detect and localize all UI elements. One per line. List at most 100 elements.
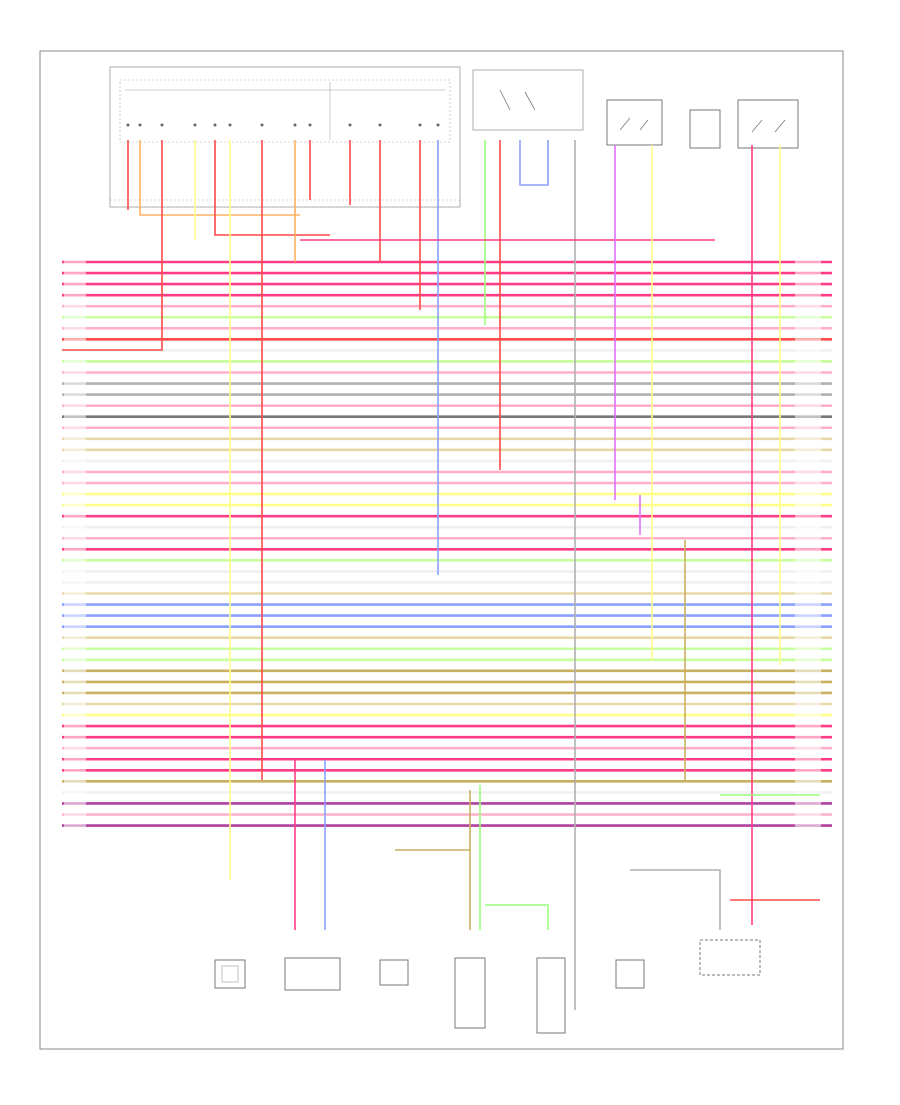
- bus-tag-left-47: [64, 767, 86, 773]
- bus-tag-left-29: [64, 568, 86, 574]
- bus-tag-right-15: [795, 414, 821, 420]
- bus-tag-left-27: [64, 546, 86, 552]
- bus-tag-right-2: [795, 270, 821, 276]
- bus-tag-right-1: [795, 259, 821, 265]
- bus-tag-right-26: [795, 535, 821, 541]
- bus-tag-right-49: [795, 789, 821, 795]
- bus-tag-left-23: [64, 502, 86, 508]
- bus-tag-left-7: [64, 325, 86, 331]
- routed-wire-16: [519, 140, 549, 186]
- pin-marker-8: [293, 123, 297, 127]
- bus-tag-left-38: [64, 668, 86, 674]
- bus-tag-left-48: [64, 778, 86, 784]
- bus-tag-left-12: [64, 381, 86, 387]
- pin-marker-9: [308, 123, 312, 127]
- bus-tag-left-19: [64, 458, 86, 464]
- control-module-top-left: [109, 66, 461, 208]
- bus-tag-left-50: [64, 800, 86, 806]
- bus-tag-left-13: [64, 392, 86, 398]
- bus-tag-right-28: [795, 557, 821, 563]
- bus-tag-right-6: [795, 314, 821, 320]
- bus-tag-right-36: [795, 646, 821, 652]
- bus-tag-left-17: [64, 436, 86, 442]
- bus-tag-right-32: [795, 602, 821, 608]
- bus-tag-right-48: [795, 778, 821, 784]
- pin-marker-11: [378, 123, 382, 127]
- bus-tag-right-52: [795, 823, 821, 829]
- bus-tag-right-9: [795, 347, 821, 353]
- pin-marker-1: [126, 123, 130, 127]
- bus-tag-left-49: [64, 789, 86, 795]
- bus-tag-right-17: [795, 436, 821, 442]
- bus-tag-right-46: [795, 756, 821, 762]
- bus-tag-right-47: [795, 767, 821, 773]
- pin-marker-12: [418, 123, 422, 127]
- bus-tag-right-31: [795, 591, 821, 596]
- bus-tag-left-21: [64, 480, 86, 486]
- bus-tag-right-29: [795, 568, 821, 574]
- bus-tag-left-30: [64, 579, 86, 585]
- bus-tag-right-10: [795, 358, 821, 364]
- bus-tag-right-50: [795, 800, 821, 806]
- bus-tag-left-51: [64, 812, 86, 817]
- routed-wire-28: [485, 904, 549, 930]
- bus-tag-left-4: [64, 292, 86, 298]
- page-border: [39, 50, 844, 1050]
- bus-tag-left-1: [64, 259, 86, 265]
- bus-tag-right-25: [795, 524, 821, 530]
- sensor-top-right-2: [689, 109, 721, 149]
- routed-wire-29: [630, 869, 721, 930]
- bus-tag-right-11: [795, 370, 821, 375]
- bus-tag-left-25: [64, 524, 86, 530]
- bus-tag-left-37: [64, 657, 86, 663]
- bus-tag-right-20: [795, 469, 821, 475]
- bus-tag-left-45: [64, 745, 86, 751]
- bus-tag-right-34: [795, 624, 821, 630]
- bus-tag-right-39: [795, 679, 821, 685]
- pin-marker-10: [348, 123, 352, 127]
- pin-marker-7: [260, 123, 264, 127]
- bus-tag-left-35: [64, 635, 86, 641]
- pin-marker-4: [193, 123, 197, 127]
- bus-tag-right-43: [795, 723, 821, 729]
- bus-tag-right-40: [795, 690, 821, 696]
- bus-tag-left-22: [64, 491, 86, 497]
- bus-tag-left-36: [64, 646, 86, 652]
- bottom-component-3: [454, 957, 566, 1034]
- bus-tag-right-8: [795, 336, 821, 342]
- bottom-component-4: [615, 939, 761, 989]
- pin-marker-2: [138, 123, 142, 127]
- bus-tag-left-41: [64, 701, 86, 707]
- bus-tag-right-14: [795, 403, 821, 409]
- bus-tag-right-38: [795, 668, 821, 674]
- bus-tag-right-16: [795, 425, 821, 431]
- bus-tag-left-10: [64, 358, 86, 364]
- bus-tag-left-42: [64, 712, 86, 718]
- bus-tag-right-42: [795, 712, 821, 718]
- sensor-top-right-3: [737, 99, 799, 149]
- bus-tag-left-46: [64, 756, 86, 762]
- bus-tag-right-27: [795, 546, 821, 552]
- bus-tag-left-33: [64, 613, 86, 619]
- pin-marker-5: [213, 123, 217, 127]
- module-top-mid: [472, 69, 584, 131]
- bus-tag-right-21: [795, 480, 821, 486]
- bus-tag-right-5: [795, 303, 821, 309]
- bus-tag-left-6: [64, 314, 86, 320]
- bus-tag-right-7: [795, 325, 821, 331]
- bottom-component-2: [284, 957, 409, 991]
- pin-marker-3: [160, 123, 164, 127]
- bus-tag-left-32: [64, 602, 86, 608]
- bus-tag-left-15: [64, 414, 86, 420]
- routed-wire-25: [395, 849, 471, 930]
- bottom-component-1: [214, 959, 246, 989]
- vertical-wires: [62, 123, 820, 1010]
- bus-tag-right-33: [795, 613, 821, 619]
- bus-tag-left-28: [64, 557, 86, 563]
- bus-tag-left-11: [64, 370, 86, 375]
- bus-tag-left-34: [64, 624, 86, 630]
- bus-tag-right-45: [795, 745, 821, 751]
- bus-tag-right-41: [795, 701, 821, 707]
- routed-wire-2: [139, 140, 300, 216]
